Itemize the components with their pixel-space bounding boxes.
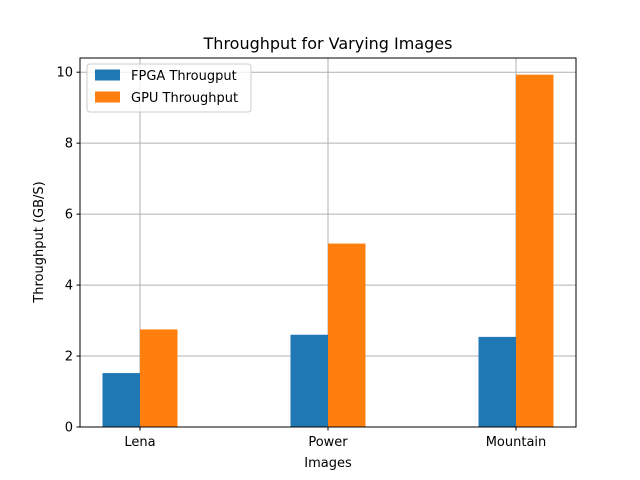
bar-gpu-lena	[140, 329, 178, 427]
y-axis-label: Throughput (GB/S)	[32, 181, 47, 303]
bar-gpu-mountain	[516, 74, 554, 427]
bar-fpga-power	[290, 334, 328, 427]
y-tick-label: 4	[65, 279, 73, 294]
bar-gpu-power	[328, 243, 366, 427]
bars	[102, 74, 554, 427]
y-tick-label: 10	[56, 66, 73, 81]
legend-swatch-fpga	[95, 69, 120, 81]
x-tick-label: Power	[308, 435, 348, 450]
ticks: 0 2 4 6 8 10 Lena Power Mountain	[56, 66, 546, 450]
y-tick-label: 6	[65, 208, 73, 223]
x-tick-label: Lena	[124, 435, 155, 450]
x-tick-label: Mountain	[486, 435, 547, 450]
y-tick-label: 8	[65, 137, 73, 152]
x-axis-label: Images	[304, 456, 352, 471]
y-tick-label: 2	[65, 350, 73, 365]
legend-swatch-gpu	[95, 91, 120, 103]
bar-fpga-lena	[102, 373, 140, 427]
legend-label-fpga: FPGA Througput	[131, 69, 237, 84]
legend-box	[86, 63, 252, 113]
chart-title: Throughput for Varying Images	[203, 34, 453, 53]
legend-label-gpu: GPU Throughput	[131, 91, 238, 106]
y-tick-label: 0	[65, 421, 73, 436]
bar-fpga-mountain	[478, 336, 516, 427]
legend: FPGA Througput GPU Throughput	[86, 63, 252, 113]
